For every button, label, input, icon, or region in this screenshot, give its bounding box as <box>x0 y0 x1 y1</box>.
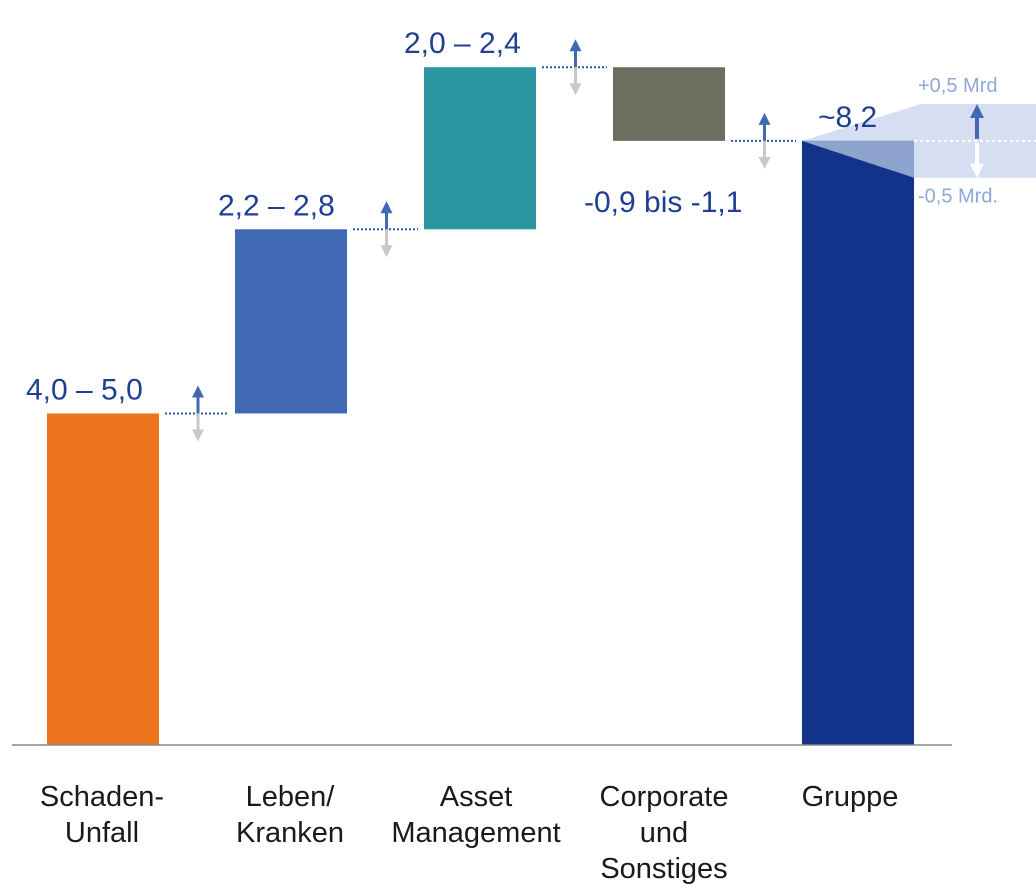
value-label: 2,2 – 2,8 <box>218 189 335 222</box>
value-label: -0,9 bis -1,1 <box>584 186 742 219</box>
bar <box>47 413 159 745</box>
bar <box>235 229 347 414</box>
arrow-down-icon <box>758 156 771 169</box>
band-lower-label: -0,5 Mrd. <box>918 186 998 208</box>
bar <box>802 140 914 745</box>
category-label: Sonstiges <box>600 853 727 885</box>
arrow-down-icon <box>569 83 582 96</box>
category-label: Unfall <box>65 817 139 849</box>
value-label: 4,0 – 5,0 <box>26 373 143 406</box>
arrow-up-icon <box>192 385 204 398</box>
bar <box>424 67 536 230</box>
category-label: Corporate <box>600 781 729 813</box>
band-upper-label: +0,5 Mrd <box>918 75 997 97</box>
value-label: 2,0 – 2,4 <box>404 27 521 60</box>
category-label: Asset <box>440 781 513 813</box>
arrow-up-icon <box>569 39 582 52</box>
bar <box>613 67 725 141</box>
arrow-down-icon <box>380 245 393 258</box>
category-label: und <box>640 817 688 849</box>
category-label: Schaden- <box>40 781 164 813</box>
band-arrow-down-icon <box>970 163 984 178</box>
range-overlay <box>802 140 914 178</box>
category-label: Gruppe <box>802 781 899 813</box>
category-label: Kranken <box>236 817 344 849</box>
band-arrow-up-icon <box>970 104 984 119</box>
category-label: Management <box>391 817 560 849</box>
arrow-down-icon <box>192 429 204 442</box>
arrow-up-icon <box>758 112 771 125</box>
arrow-up-icon <box>380 201 393 214</box>
category-label: Leben/ <box>246 781 336 813</box>
value-label: ~8,2 <box>818 101 877 134</box>
